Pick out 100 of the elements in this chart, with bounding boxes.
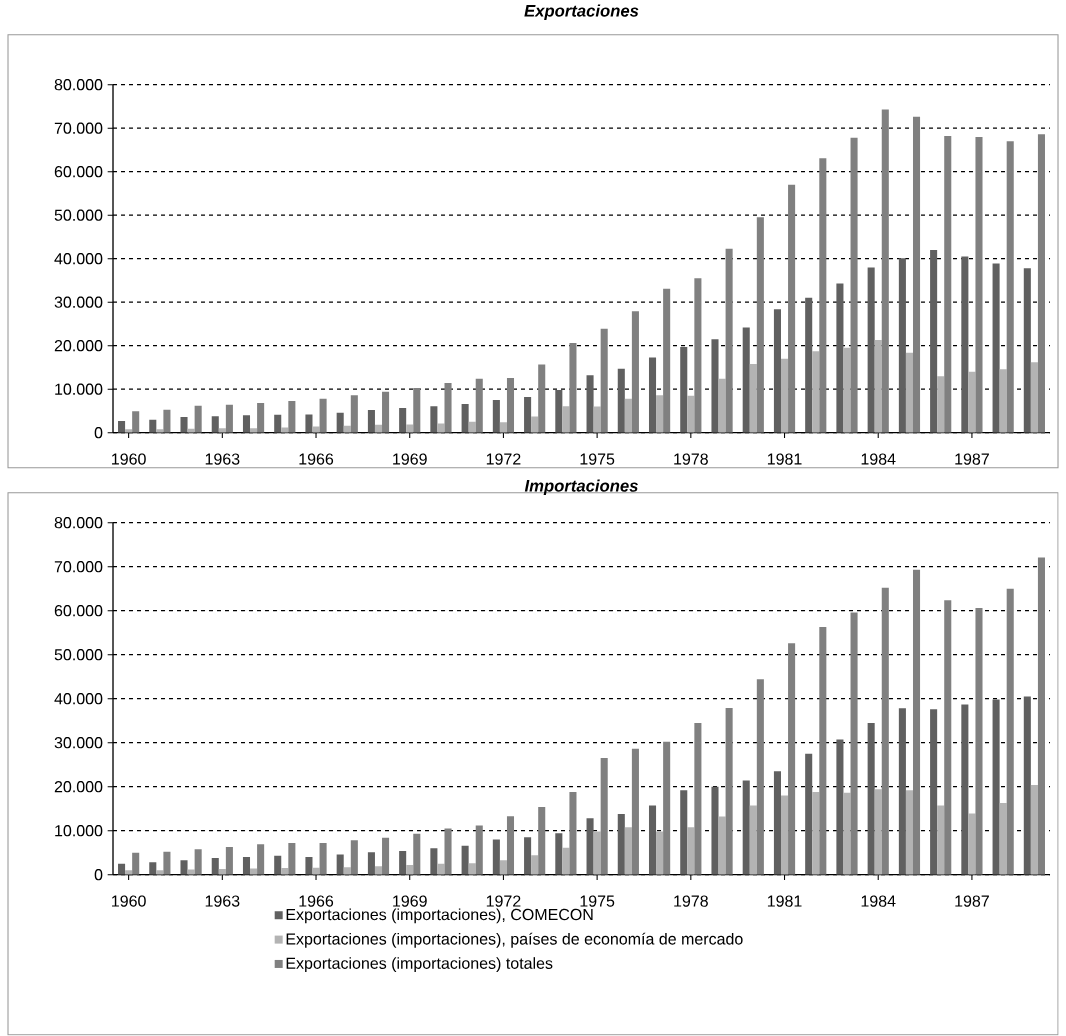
bar <box>555 833 563 875</box>
bar <box>992 699 1000 875</box>
bar <box>257 403 265 433</box>
bar <box>118 421 126 433</box>
x-tick-label: 1960 <box>112 453 146 465</box>
bar <box>211 416 219 433</box>
bar <box>132 411 140 433</box>
bar <box>225 405 233 433</box>
bar <box>281 427 289 433</box>
bar <box>593 406 601 433</box>
y-tick-label: 70.000 <box>54 561 103 573</box>
bar <box>819 158 827 433</box>
bar <box>968 813 976 875</box>
y-tick-label: 80.000 <box>54 517 103 529</box>
bar <box>805 297 813 433</box>
y-tick-label: 30.000 <box>54 737 103 749</box>
bar <box>413 388 421 433</box>
y-tick-label: 20.000 <box>54 781 103 793</box>
bar <box>742 327 750 433</box>
x-tick-label: 1984 <box>861 895 896 907</box>
bar <box>725 248 733 433</box>
bar <box>475 825 483 875</box>
bar <box>812 351 820 433</box>
y-tick-label: 60.000 <box>54 605 103 617</box>
y-tick-label: 30.000 <box>54 296 103 308</box>
bar <box>319 398 327 433</box>
bar <box>437 863 445 875</box>
legend-label: Exportaciones (importaciones) totales <box>286 957 553 973</box>
bar <box>687 395 695 433</box>
bar <box>930 709 938 875</box>
bar <box>881 109 889 433</box>
bar <box>350 840 358 875</box>
y-tick-label: 50.000 <box>54 649 103 661</box>
bar <box>850 612 858 875</box>
x-tick-label: 1981 <box>767 895 802 907</box>
bar <box>999 369 1007 433</box>
bar <box>118 863 126 875</box>
bar <box>718 378 726 433</box>
bar <box>468 863 476 875</box>
x-tick-label: 1987 <box>955 895 989 907</box>
bar <box>125 870 133 875</box>
y-tick-label: 10.000 <box>55 825 103 837</box>
y-tick-label: 0 <box>94 869 103 881</box>
bar <box>961 704 969 875</box>
bar <box>569 343 577 433</box>
x-tick-label: 1975 <box>580 453 615 465</box>
bar <box>312 867 320 875</box>
bar <box>836 739 844 875</box>
bar <box>631 749 639 875</box>
bar <box>194 405 202 433</box>
y-tick-label: 80.000 <box>54 79 103 91</box>
y-tick-label: 10.000 <box>55 383 103 395</box>
bar <box>250 428 258 433</box>
bar <box>600 328 608 433</box>
y-tick-label: 20.000 <box>54 340 103 352</box>
bar <box>562 406 570 433</box>
bar <box>624 827 632 875</box>
bar <box>367 410 375 433</box>
bar <box>937 376 945 433</box>
legend-label: Exportaciones (importaciones), países de economía de mercado <box>286 932 743 948</box>
bar <box>336 412 344 433</box>
bar <box>975 137 983 433</box>
bar <box>874 340 882 433</box>
bar <box>288 843 296 875</box>
bar <box>211 858 219 875</box>
x-tick-label: 1978 <box>674 895 708 907</box>
bar <box>881 587 889 875</box>
bar <box>742 780 750 875</box>
y-tick-label: 70.000 <box>54 122 103 134</box>
bar <box>663 741 671 875</box>
x-tick-label: 1963 <box>205 895 240 907</box>
bar <box>631 311 639 433</box>
y-tick-label: 50.000 <box>54 209 103 221</box>
bar <box>180 417 188 433</box>
bar <box>461 845 469 875</box>
bar <box>749 805 757 875</box>
bar <box>399 851 407 875</box>
bar <box>843 793 851 875</box>
bar <box>1023 696 1031 875</box>
bar <box>413 833 421 875</box>
bar <box>492 400 500 433</box>
bar <box>867 723 875 875</box>
bar <box>944 600 952 875</box>
bar <box>648 357 657 433</box>
bar <box>475 378 483 433</box>
bar <box>812 792 820 875</box>
bar <box>819 627 827 875</box>
bar <box>805 753 813 875</box>
bar <box>132 852 140 875</box>
bar <box>382 391 390 433</box>
bar <box>718 816 726 875</box>
bar <box>531 855 539 875</box>
bar <box>648 805 657 875</box>
bar <box>430 406 438 433</box>
bar <box>242 415 251 433</box>
bar <box>468 421 476 433</box>
bar <box>593 831 601 875</box>
bar <box>499 860 507 875</box>
x-tick-label: 1984 <box>861 453 896 465</box>
bar <box>850 137 858 433</box>
